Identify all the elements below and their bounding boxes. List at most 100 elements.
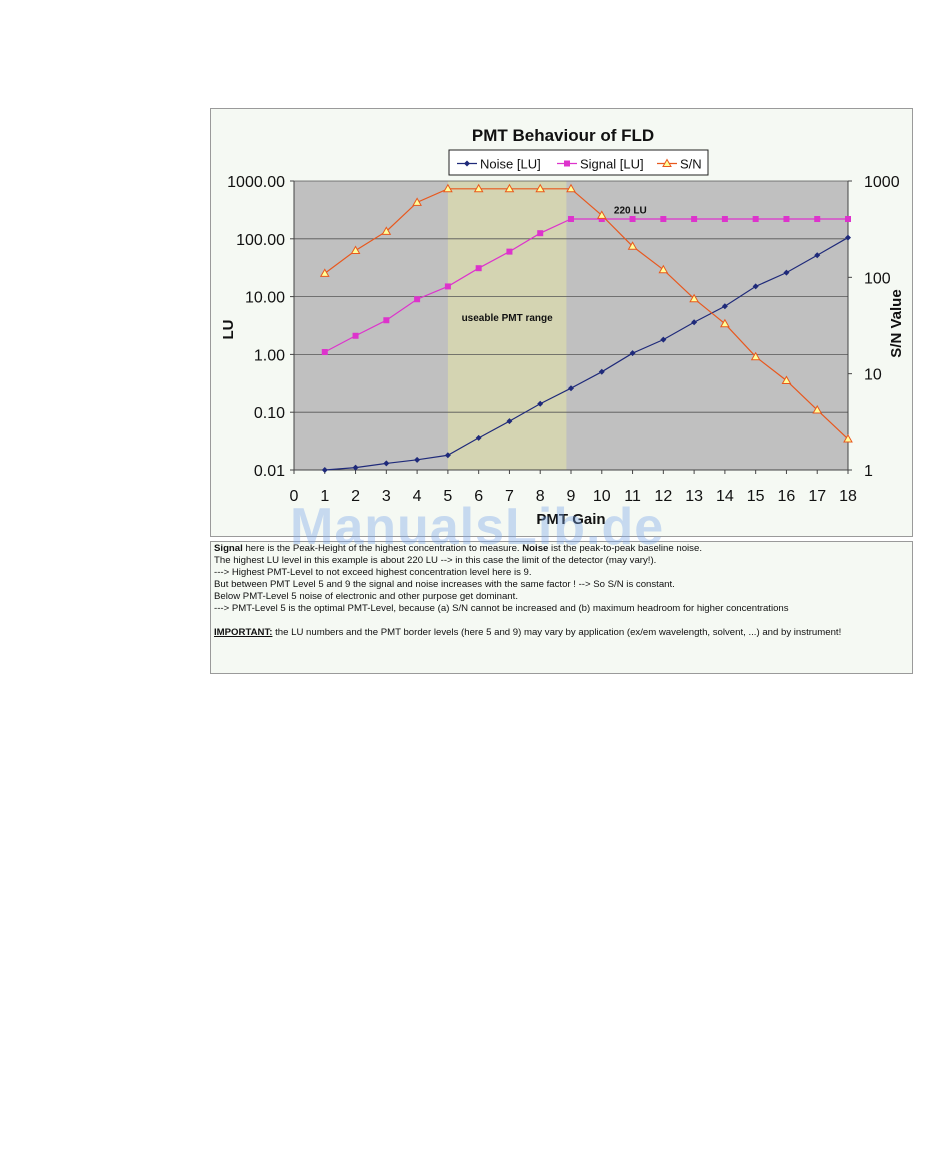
x-tick-label: 3 (382, 488, 391, 505)
x-tick-label: 0 (290, 488, 299, 505)
chart-panel: 1000.00 100.00 10.00 1.00 0.10 0.01 1000 100 10 1… (210, 108, 913, 537)
data-point (506, 418, 513, 425)
data-point (414, 456, 421, 463)
series-line-2 (324, 188, 849, 440)
data-point (412, 197, 422, 206)
data-point (383, 460, 390, 467)
series-line-1 (324, 218, 848, 353)
x-tick-label: 12 (654, 488, 672, 505)
y-tick-label: 100.00 (236, 232, 285, 249)
x-tick-label: 6 (474, 488, 483, 505)
legend-label: S/N (680, 157, 702, 172)
x-tick-label: 16 (778, 488, 796, 505)
data-point (783, 269, 790, 276)
important-note: IMPORTANT: the LU numbers and the PMT bo… (214, 627, 909, 639)
x-tick-label: 11 (624, 488, 641, 505)
series-line-0 (324, 237, 849, 471)
data-point (383, 317, 390, 324)
data-point (691, 319, 698, 326)
notes-line-6: ---> PMT-Level 5 is the optimal PMT-Leve… (214, 603, 789, 614)
data-point (537, 230, 544, 237)
y-tick-label: 0.01 (254, 463, 285, 480)
important-text: the LU numbers and the PMT border levels… (272, 627, 842, 638)
data-point (598, 368, 605, 375)
data-point (414, 296, 421, 303)
useable-range-label: useable PMT range (462, 313, 554, 324)
x-tick-label: 17 (808, 488, 826, 505)
important-label: IMPORTANT: (214, 627, 273, 638)
data-point (506, 248, 513, 255)
notes-line-2: The highest LU level in this example is … (214, 555, 657, 566)
notes-line-1: Signal here is the Peak-Height of the hi… (214, 543, 909, 555)
data-point (444, 452, 451, 459)
x-tick-label: 18 (839, 488, 857, 505)
data-point (627, 241, 638, 250)
legend-marker (564, 160, 570, 167)
y2-tick-label: 100 (864, 270, 891, 287)
data-point (845, 216, 851, 223)
data-point (752, 216, 759, 223)
useable-range-band (447, 181, 567, 470)
data-point (721, 216, 728, 223)
data-point (720, 318, 730, 328)
y-tick-label: 10.00 (245, 290, 285, 307)
data-point (629, 216, 636, 223)
notes-line-1-text-a: here is the Peak-Height of the highest c… (242, 543, 523, 554)
legend-marker (464, 160, 470, 167)
data-point (537, 400, 544, 407)
data-point (535, 183, 546, 193)
y2-axis-label: S/N Value (888, 289, 905, 357)
y-tick-label: 1000.00 (227, 174, 285, 191)
x-axis-label: PMT Gain (536, 511, 605, 528)
x-tick-label: 13 (685, 488, 703, 505)
data-point (352, 332, 359, 339)
data-point (596, 210, 607, 219)
x-tick-label: 8 (536, 488, 545, 505)
data-point (689, 293, 699, 303)
data-point (321, 349, 328, 356)
data-point (691, 216, 698, 223)
y-tick-label: 0.10 (254, 405, 285, 422)
data-point (814, 216, 821, 223)
data-point (752, 283, 759, 290)
data-point (814, 252, 821, 259)
data-point (750, 351, 761, 361)
legend-label: Noise [LU] (480, 157, 541, 172)
data-point (812, 404, 823, 414)
notes-line-4: But between PMT Level 5 and 9 the signal… (214, 579, 675, 590)
data-point (504, 183, 515, 193)
data-point (319, 268, 330, 277)
chart-title: PMT Behaviour of FLD (472, 126, 654, 145)
annotation-220lu: 220 LU (614, 206, 647, 217)
data-point (475, 434, 482, 441)
legend-label: Signal [LU] (580, 157, 644, 172)
data-point (660, 336, 667, 343)
notes-line-5: Below PMT-Level 5 noise of electronic an… (214, 591, 518, 602)
notes-panel: Signal here is the Peak-Height of the hi… (210, 541, 913, 674)
data-point (781, 375, 792, 384)
data-point (321, 467, 328, 473)
data-point (473, 183, 484, 193)
data-point (352, 464, 359, 471)
data-point (566, 183, 576, 193)
x-tick-label: 7 (505, 488, 514, 505)
pmt-chart: 1000.00100.0010.001.000.100.011000100101… (220, 126, 905, 528)
data-point (629, 350, 636, 357)
data-point (444, 283, 451, 290)
data-point (843, 433, 853, 443)
data-point (475, 265, 482, 272)
y-tick-label: 1.00 (254, 347, 285, 364)
noise-term: Noise (522, 543, 549, 554)
data-point (350, 245, 361, 254)
data-point (598, 216, 605, 223)
data-point (783, 216, 790, 223)
signal-term: Signal (214, 543, 243, 554)
x-tick-label: 15 (747, 488, 765, 505)
y-axis-label: LU (220, 320, 237, 340)
data-point (658, 264, 669, 274)
notes-line-1-text-b: ist the peak-to-peak baseline noise. (548, 543, 702, 554)
watermark: ManualsLib.de (290, 498, 665, 556)
data-point (721, 303, 728, 310)
x-tick-label: 4 (413, 488, 422, 505)
y2-tick-label: 1 (864, 463, 873, 480)
